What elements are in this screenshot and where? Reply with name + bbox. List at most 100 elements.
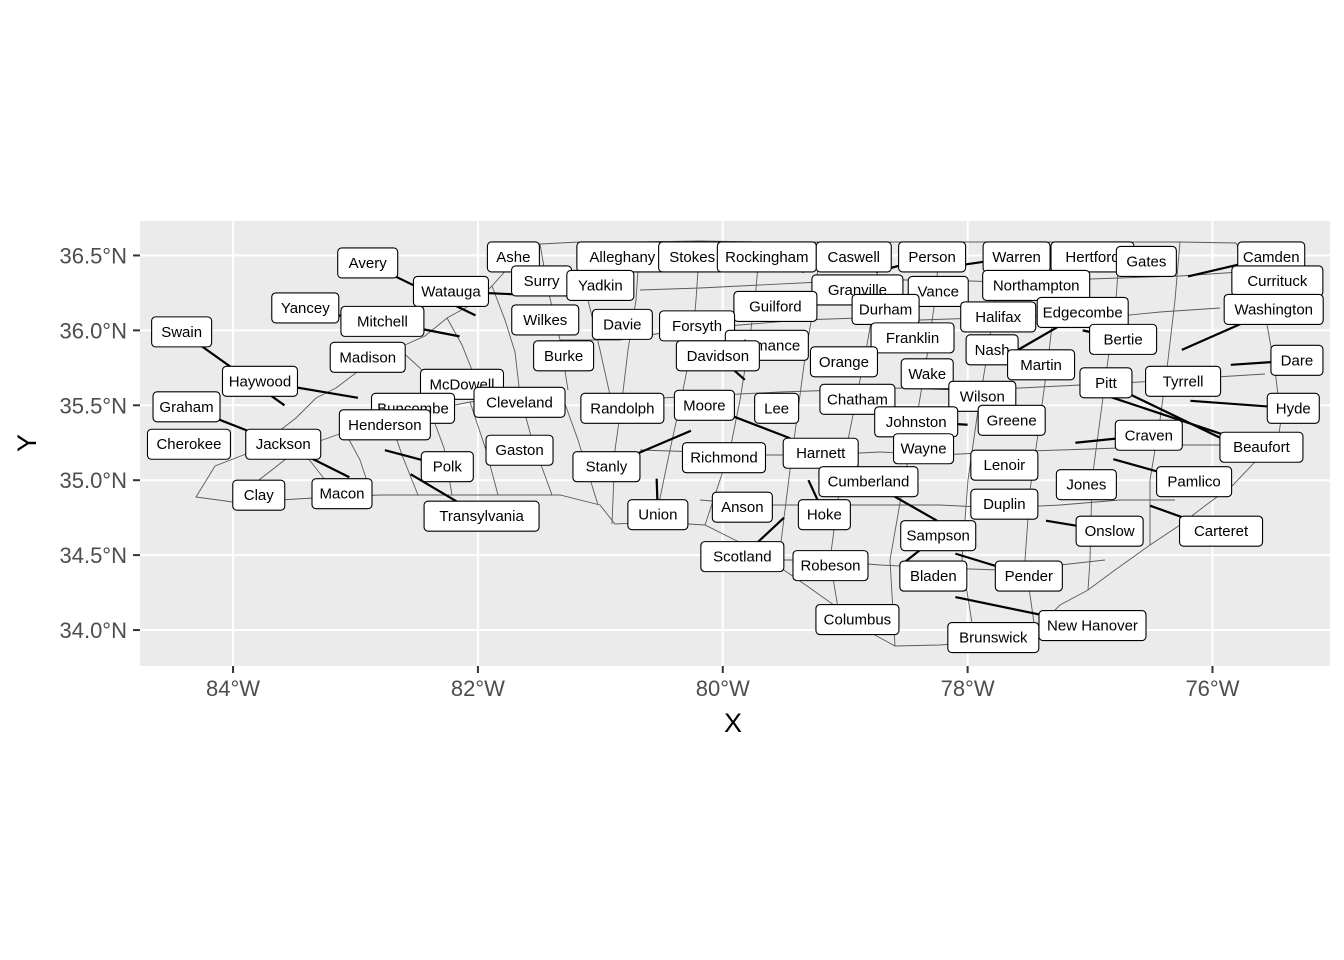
county-label-text: Caswell <box>827 249 880 266</box>
county-label-text: Pitt <box>1095 375 1118 392</box>
county-label-box <box>152 391 221 423</box>
county-label-text: Richmond <box>690 450 758 467</box>
county-label-box <box>733 290 818 322</box>
county-label: Davie <box>591 308 653 340</box>
county-label: Ashe <box>486 241 540 273</box>
county-label: Carteret <box>1178 515 1264 547</box>
county-label-text: Jones <box>1066 477 1106 494</box>
county-label-text: Harnett <box>796 445 846 462</box>
county-label: Vance <box>907 275 969 307</box>
county-label-box <box>337 247 399 279</box>
county-label: Wilson <box>948 380 1017 412</box>
county-label: Franklin <box>870 322 955 354</box>
county-label-box <box>809 346 879 378</box>
county-label: Camden <box>1237 241 1306 273</box>
county-label: Person <box>898 241 967 273</box>
county-label-text: Stokes <box>669 249 715 266</box>
county-label: Edgecombe <box>1036 296 1129 328</box>
county-label: Sampson <box>900 520 977 552</box>
county-label-text: Union <box>638 507 677 524</box>
county-label-text: Avery <box>349 255 388 272</box>
county-label: Johnston <box>874 406 959 438</box>
county-label-text: Halifax <box>975 309 1021 326</box>
county-label: Wake <box>900 358 954 390</box>
y-tick-label: 35.0°N <box>59 468 127 493</box>
county-label: Wilkes <box>511 304 580 336</box>
county-label: Randolph <box>580 392 665 424</box>
y-axis-title: Y <box>12 434 42 452</box>
county-label: Alleghany <box>576 241 669 273</box>
county-label: Hertford <box>1050 241 1135 273</box>
county-label-text: Camden <box>1243 249 1300 266</box>
county-label-box <box>245 428 322 460</box>
county-label-box <box>754 392 800 424</box>
county-label-text: Hertford <box>1065 249 1119 266</box>
county-label-box <box>673 389 735 421</box>
county-label: Martin <box>1007 349 1076 381</box>
county-label-box <box>797 499 851 531</box>
county-label-text: Burke <box>544 348 583 365</box>
county-label: Caswell <box>815 241 892 273</box>
county-label: Forsyth <box>658 310 736 342</box>
county-label-box <box>792 550 869 582</box>
county-label-box <box>815 241 892 273</box>
county-label: Cumberland <box>818 466 919 498</box>
county-label-text: Tyrrell <box>1163 373 1204 390</box>
county-label-text: Carteret <box>1194 523 1249 540</box>
county-label-box <box>900 520 977 552</box>
county-label-text: Hoke <box>807 507 842 524</box>
county-label-box <box>711 491 773 523</box>
county-label: Dare <box>1270 344 1324 376</box>
county-label-box <box>1079 367 1133 399</box>
county-label: Clay <box>232 479 286 511</box>
county-label-text: Beaufort <box>1233 439 1291 456</box>
county-label-box <box>681 442 767 474</box>
county-label-text: Northampton <box>993 277 1080 294</box>
county-label-box <box>700 541 785 573</box>
county-label-text: Macon <box>319 486 364 503</box>
county-label-text: Cleveland <box>486 394 553 411</box>
county-label: Brunswick <box>947 621 1040 654</box>
county-label-text: Guilford <box>749 298 802 315</box>
county-label: New Hanover <box>1038 609 1147 642</box>
county-label-text: Currituck <box>1247 273 1308 290</box>
county-label-box <box>960 301 1037 333</box>
county-label-text: Randolph <box>590 400 654 417</box>
county-label: Guilford <box>733 290 818 322</box>
county-label-box <box>907 275 969 307</box>
county-label-text: New Hanover <box>1047 618 1138 635</box>
county-label-text: Franklin <box>886 330 939 347</box>
y-tick-label: 36.0°N <box>59 318 127 343</box>
county-label-text: Mitchell <box>357 313 408 330</box>
county-label: Chatham <box>819 383 896 415</box>
county-label-box <box>900 358 954 390</box>
county-label-box <box>511 304 580 336</box>
county-label-box <box>1178 515 1264 547</box>
county-label: Anson <box>711 491 773 523</box>
county-label-box <box>1075 515 1144 547</box>
county-label: Beaufort <box>1219 431 1304 463</box>
county-label-text: Alleghany <box>589 249 655 266</box>
county-label-text: Lenoir <box>983 457 1025 474</box>
county-label-text: Warren <box>992 249 1041 266</box>
county-label: Moore <box>673 389 735 421</box>
county-label-box <box>898 241 967 273</box>
county-label-text: Stanly <box>586 459 628 476</box>
county-label-box <box>338 409 431 441</box>
county-label: Columbus <box>815 604 900 636</box>
county-label: Jackson <box>245 428 322 460</box>
county-label-text: Edgecombe <box>1043 304 1123 321</box>
county-label-box <box>591 308 653 340</box>
county-label: Lee <box>754 392 800 424</box>
county-label: Currituck <box>1231 265 1324 297</box>
county-label-text: Bladen <box>910 568 957 585</box>
axes: 84°W 82°W 80°W 78°W 76°W 34.0°N 34.5°N 35.0°N 35… <box>59 243 1239 701</box>
county-label-text: Watauga <box>421 283 481 300</box>
county-label-text: Wake <box>908 366 946 383</box>
county-label: Stokes <box>658 241 727 273</box>
county-label: Macon <box>311 478 373 510</box>
county-label-box <box>815 604 900 636</box>
county-label-box <box>580 392 665 424</box>
county-label: Yadkin <box>566 269 635 301</box>
county-label: Wayne <box>892 433 955 465</box>
